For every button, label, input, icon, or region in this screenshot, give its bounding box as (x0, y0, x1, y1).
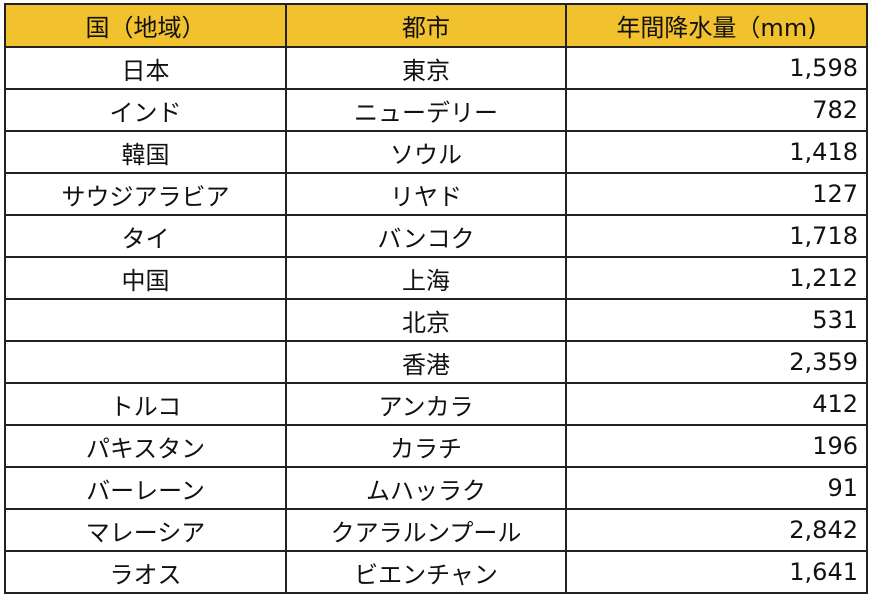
cell-rainfall: 91 (565, 466, 868, 510)
cell-rainfall: 196 (565, 424, 868, 468)
cell-rainfall: 412 (565, 382, 868, 426)
header-rainfall: 年間降水量（mm) (565, 3, 868, 48)
table-row: サウジアラビア リヤド 127 (4, 172, 868, 216)
table-row: トルコ アンカラ 412 (4, 382, 868, 426)
cell-city: カラチ (285, 424, 567, 468)
table-row: マレーシア クアラルンプール 2,842 (4, 508, 868, 552)
cell-country: タイ (4, 214, 287, 258)
cell-country: 韓国 (4, 130, 287, 174)
cell-city: リヤド (285, 172, 567, 216)
cell-city: ビエンチャン (285, 550, 567, 594)
table-row: ラオス ビエンチャン 1,641 (4, 550, 868, 594)
cell-rainfall: 1,718 (565, 214, 868, 258)
table-row: インド ニューデリー 782 (4, 88, 868, 132)
cell-country: バーレーン (4, 466, 287, 510)
cell-country: パキスタン (4, 424, 287, 468)
rainfall-table: 国（地域） 都市 年間降水量（mm) 日本 東京 1,598 インド ニューデリー 782… (4, 3, 868, 594)
cell-rainfall: 1,212 (565, 256, 868, 300)
cell-country: ラオス (4, 550, 287, 594)
cell-country: マレーシア (4, 508, 287, 552)
table-row: 日本 東京 1,598 (4, 46, 868, 90)
table-row: 北京 531 (4, 298, 868, 342)
cell-rainfall: 531 (565, 298, 868, 342)
cell-rainfall: 782 (565, 88, 868, 132)
cell-city: ニューデリー (285, 88, 567, 132)
header-row: 国（地域） 都市 年間降水量（mm) (4, 3, 868, 48)
cell-city: 上海 (285, 256, 567, 300)
cell-country: サウジアラビア (4, 172, 287, 216)
cell-city: バンコク (285, 214, 567, 258)
cell-city: クアラルンプール (285, 508, 567, 552)
table-row: 香港 2,359 (4, 340, 868, 384)
header-country: 国（地域） (4, 3, 287, 48)
cell-rainfall: 2,359 (565, 340, 868, 384)
cell-rainfall: 127 (565, 172, 868, 216)
table-row: パキスタン カラチ 196 (4, 424, 868, 468)
cell-country: インド (4, 88, 287, 132)
table-row: バーレーン ムハッラク 91 (4, 466, 868, 510)
cell-city: 東京 (285, 46, 567, 90)
cell-city: ソウル (285, 130, 567, 174)
cell-country (4, 298, 287, 342)
cell-rainfall: 1,641 (565, 550, 868, 594)
table-row: 中国 上海 1,212 (4, 256, 868, 300)
cell-rainfall: 1,598 (565, 46, 868, 90)
cell-country (4, 340, 287, 384)
cell-city: 香港 (285, 340, 567, 384)
cell-city: 北京 (285, 298, 567, 342)
cell-country: 中国 (4, 256, 287, 300)
cell-city: ムハッラク (285, 466, 567, 510)
table-row: タイ バンコク 1,718 (4, 214, 868, 258)
cell-city: アンカラ (285, 382, 567, 426)
table-row: 韓国 ソウル 1,418 (4, 130, 868, 174)
cell-country: トルコ (4, 382, 287, 426)
cell-country: 日本 (4, 46, 287, 90)
header-city: 都市 (285, 3, 567, 48)
cell-rainfall: 1,418 (565, 130, 868, 174)
cell-rainfall: 2,842 (565, 508, 868, 552)
